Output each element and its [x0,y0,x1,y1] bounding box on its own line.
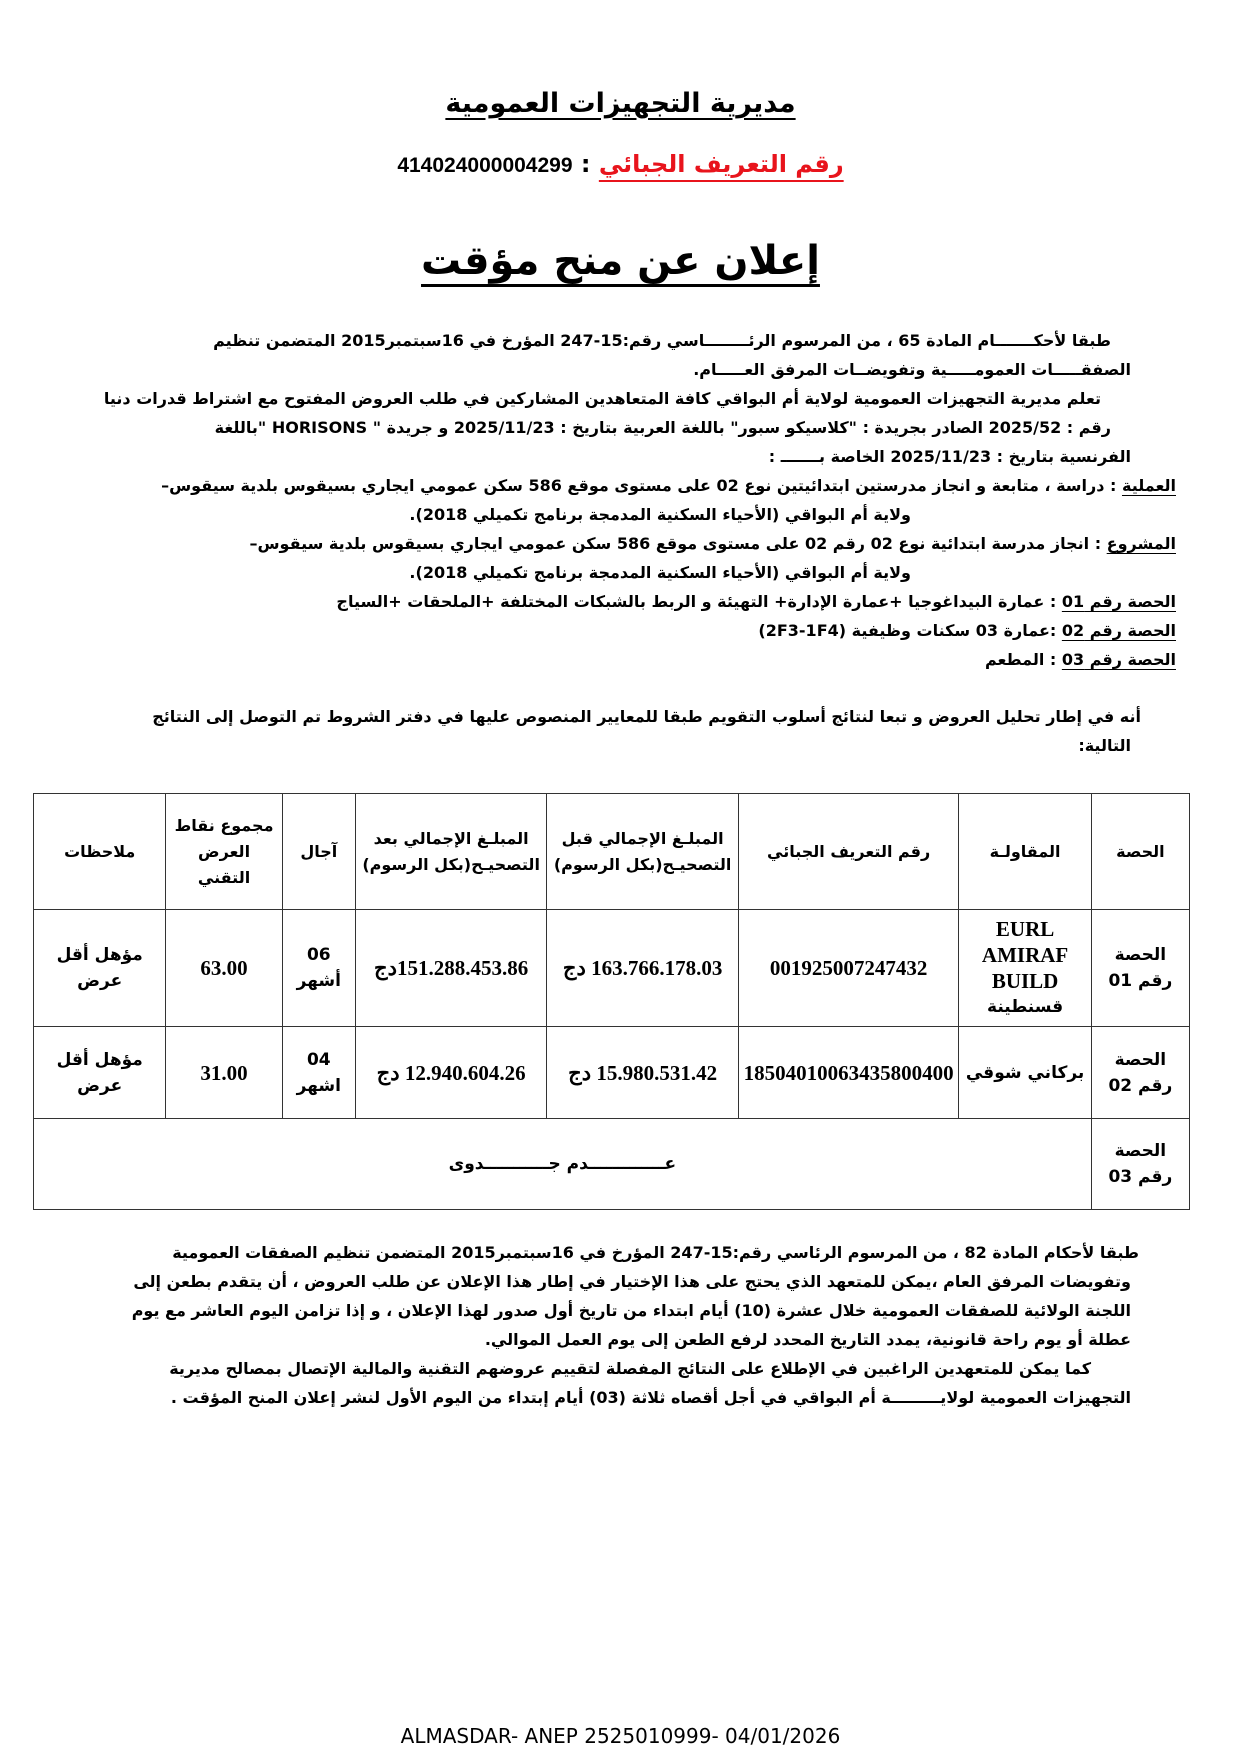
operation-label: العملية [1121,476,1176,495]
document-title: إعلان عن منح مؤقت [421,238,820,284]
header-amount-before: المبلـغ الإجمالي قبل التصحيـح(بكل الرسوم… [546,793,739,910]
intro-line: الفرنسية بتاريخ : 2025/11/23 الخاصة بـــ… [768,447,1131,466]
project-text-2: ولاية أم البواقي (الأحياء السكنية المدمج… [409,563,911,582]
intro-line: طبقا لأحكـــــــام المادة 65 ، من المرسو… [213,331,1111,350]
table-row: الحصة رقم 01 EURL AMIRAF BUILD قسنطينة 00… [32,909,1191,1027]
cell-score: 63.00 [165,909,283,1027]
table-header-row: الحصة المقاولـة رقم التعريف الجبائي المب… [32,793,1191,910]
header-score: مجموع نقاط العرض التقني [165,793,283,910]
cell-amount-after: 12.940.604.26 دج [354,1026,548,1119]
cell-company: بركاني شوقي [958,1026,1092,1119]
cell-tax-id: 18504010063435800400 [737,1026,960,1119]
cell-amount-before: 163.766.178.03 دج [546,909,739,1027]
appeal-paragraph: طبقا لأحكام المادة 82 ، من المرسوم الرئا… [131,1243,1139,1407]
operation-section: العملية : دراسة ، متابعة و انجاز مدرستين… [161,471,1176,529]
table-row: الحصة رقم 03 عـــــــــــــدم جـــــــــ… [33,1118,1191,1210]
results-intro: أنه في إطار تحليل العروض و تبعا لنتائج أ… [152,707,1141,755]
lot-item: الحصة رقم 02 :عمارة 03 سكنات وظيفية (2F3… [758,621,1176,640]
cell-notes: مؤهل أقل عرض [32,1026,167,1119]
lot-item: الحصة رقم 01 : عمارة البيداغوجيا +عمارة … [336,592,1176,611]
header-lot: الحصة [1090,793,1191,910]
cell-lot: الحصة رقم 03 [1090,1118,1191,1210]
footer-reference: ALMASDAR- ANEP 2525010999- 04/01/2026 [400,1724,841,1748]
tax-id-line: رقم التعريف الجبائي : 414024000004299 [0,150,1241,178]
cell-delay: 06 أشهر [281,909,356,1027]
intro-paragraph: طبقا لأحكـــــــام المادة 65 ، من المرسو… [104,326,1131,471]
header-notes: ملاحظات [32,793,167,910]
cell-company: EURL AMIRAF BUILD قسنطينة [958,909,1092,1027]
header-company: المقاولـة [958,793,1092,910]
cell-lot: الحصة رقم 01 [1090,909,1191,1027]
tax-id-value: 414024000004299 [397,154,573,177]
cell-amount-before: 15.980.531.42 دج [546,1026,739,1119]
cell-unsuccessful: عـــــــــــــدم جـــــــــــدوى [33,1118,1092,1210]
intro-line: رقم : 2025/52 الصادر بجريدة : "كلاسيكو س… [214,418,1111,437]
header-amount-after: المبلـغ الإجمالي بعد التصحيـح(بكل الرسوم… [354,793,548,910]
operation-text-2: ولاية أم البواقي (الأحياء السكنية المدمج… [409,505,911,524]
project-label: المشروع [1106,534,1176,553]
table-row: الحصة رقم 02 بركاني شوقي 185040100634358… [32,1026,1191,1119]
header-tax-id: رقم التعريف الجبائي [737,793,960,910]
cell-amount-after: 151.288.453.86دج [354,909,548,1027]
lot-item: الحصة رقم 03 : المطعم [984,650,1176,669]
header-delay: آجال [281,793,356,910]
cell-score: 31.00 [165,1026,283,1119]
intro-line: الصفقـــــات العمومـــــية وتفويضــات ال… [693,360,1131,379]
lots-list: الحصة رقم 01 : عمارة البيداغوجيا +عمارة … [336,587,1176,674]
intro-line: تعلم مديرية التجهيزات العمومية لولاية أم… [103,389,1101,408]
directorate-heading: مديرية التجهيزات العمومية [445,88,796,119]
cell-tax-id: 001925007247432 [737,909,960,1027]
results-table: الحصة المقاولـة رقم التعريف الجبائي المب… [32,793,1191,1210]
tax-id-separator: : [572,150,599,178]
operation-text: : دراسة ، متابعة و انجاز مدرستين ابتدائي… [161,476,1122,495]
project-text: : انجاز مدرسة ابتدائية نوع 02 رقم 02 على… [249,534,1107,553]
project-section: المشروع : انجاز مدرسة ابتدائية نوع 02 رق… [249,529,1176,587]
cell-notes: مؤهل أقل عرض [32,909,167,1027]
cell-lot: الحصة رقم 02 [1090,1026,1191,1119]
cell-delay: 04 اشهر [281,1026,356,1119]
tax-id-label: رقم التعريف الجبائي [598,150,844,178]
